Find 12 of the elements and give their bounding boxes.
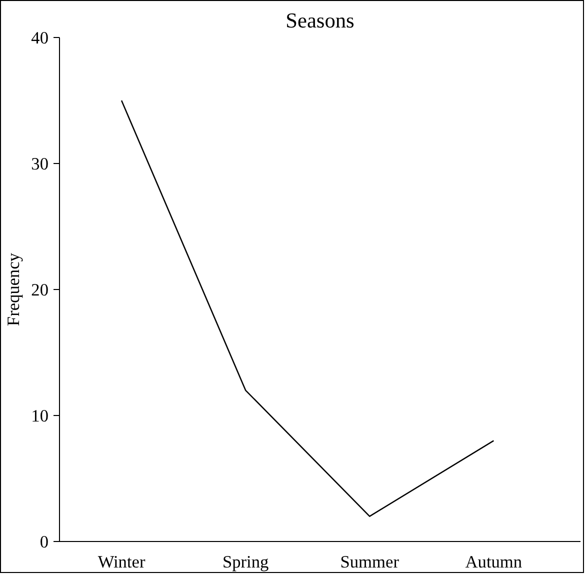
x-tick-label: Summer bbox=[340, 552, 400, 572]
y-axis-title: Frequency bbox=[4, 252, 24, 326]
y-tick-label: 40 bbox=[31, 28, 48, 48]
x-tick-label: Spring bbox=[222, 552, 270, 572]
y-tick-label: 20 bbox=[31, 280, 48, 300]
x-tick-label: Autumn bbox=[465, 552, 522, 572]
y-tick-label: 30 bbox=[31, 154, 48, 174]
chart-title: Seasons bbox=[286, 8, 354, 32]
x-tick-label: Winter bbox=[98, 552, 146, 572]
line-series bbox=[120, 100, 494, 517]
y-tick-label: 0 bbox=[40, 532, 49, 552]
y-tick-label: 10 bbox=[31, 406, 48, 426]
